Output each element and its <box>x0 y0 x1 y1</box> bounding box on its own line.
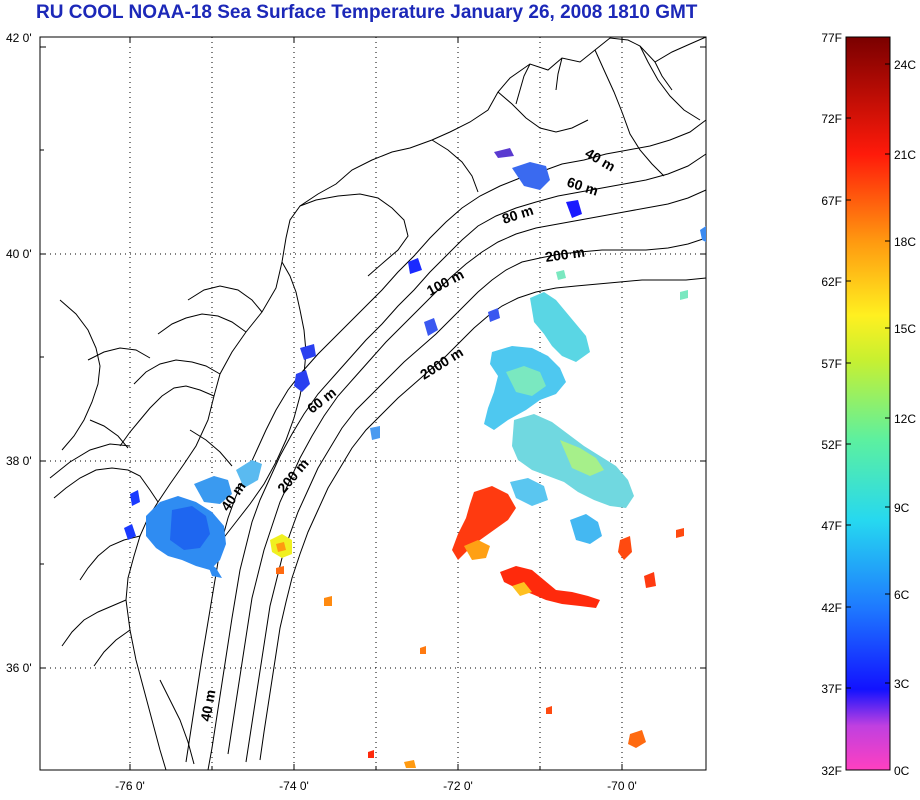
colorbar-label-6c: 6C <box>894 588 910 602</box>
lat-label-42: 42 0' <box>6 31 32 45</box>
colorbar-label-18c: 18C <box>894 235 916 249</box>
lat-label-40: 40 0' <box>6 247 32 261</box>
map-title: RU COOL NOAA-18 Sea Surface Temperature … <box>36 2 698 23</box>
lon-label-74: -74 0' <box>279 779 309 793</box>
colorbar-label-37f: 37F <box>821 682 842 696</box>
lat-label-38: 38 0' <box>6 454 32 468</box>
lon-label-70: -70 0' <box>607 779 637 793</box>
coastline <box>49 36 707 771</box>
lon-label-72: -72 0' <box>443 779 473 793</box>
colorbar-label-12c: 12C <box>894 412 916 426</box>
colorbar-label-3c: 3C <box>894 677 910 691</box>
colorbar-label-42f: 42F <box>821 601 842 615</box>
colorbar-label-15c: 15C <box>894 322 916 336</box>
lon-label-76: -76 0' <box>115 779 145 793</box>
graticule <box>40 37 706 770</box>
sst-data <box>124 148 706 768</box>
colorbar-label-47f: 47F <box>821 519 842 533</box>
colorbar-label-62f: 62F <box>821 275 842 289</box>
map-frame <box>39 36 707 771</box>
temperature-colorbar: 77F 72F 67F 62F 57F 52F 47F 42F 37F 32F … <box>821 31 916 778</box>
colorbar-label-9c: 9C <box>894 501 910 515</box>
colorbar-label-72f: 72F <box>821 112 842 126</box>
colorbar-label-52f: 52F <box>821 438 842 452</box>
colorbar-label-21c: 21C <box>894 148 916 162</box>
isobath-label-40m-south: 40 m <box>197 688 218 722</box>
isobath-label-200m-north: 200 m <box>544 244 586 265</box>
colorbar-label-32f: 32F <box>821 764 842 778</box>
map-ticks <box>40 37 706 770</box>
lat-label-36: 36 0' <box>6 661 32 675</box>
colorbar-label-24c: 24C <box>894 58 916 72</box>
isobath-contours <box>185 119 707 771</box>
colorbar-gradient <box>845 36 891 771</box>
colorbar-label-67f: 67F <box>821 194 842 208</box>
colorbar-label-57f: 57F <box>821 357 842 371</box>
colorbar-label-0c: 0C <box>894 764 910 778</box>
colorbar-label-77f: 77F <box>821 31 842 45</box>
